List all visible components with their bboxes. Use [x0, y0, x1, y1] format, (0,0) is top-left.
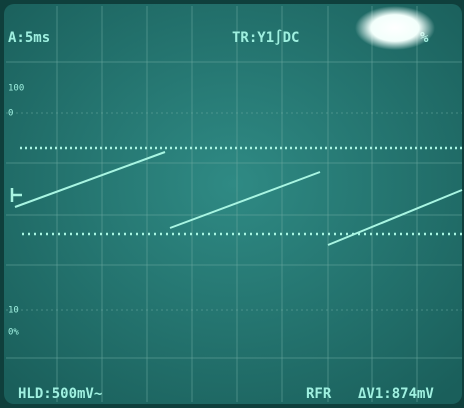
trigger: TR:Y1∫DC	[232, 29, 299, 46]
marker: 10	[8, 306, 19, 316]
hold: HLD:500mV~	[18, 386, 102, 402]
oscilloscope-screen: A:5ms TR:Y1∫DC % 100 0 10 0% HLD:500mV~ …	[0, 0, 464, 408]
marker: 100	[8, 84, 24, 94]
mode: RFR	[306, 386, 332, 402]
glare	[355, 6, 435, 50]
marker: 0	[8, 109, 13, 119]
timebase: A:5ms	[8, 30, 50, 46]
page: {"header": {"timebase": "A:5ms", "trigge…	[0, 0, 464, 408]
measurement: ΔV1:874mV	[358, 386, 434, 402]
marker: 0%	[8, 328, 19, 338]
